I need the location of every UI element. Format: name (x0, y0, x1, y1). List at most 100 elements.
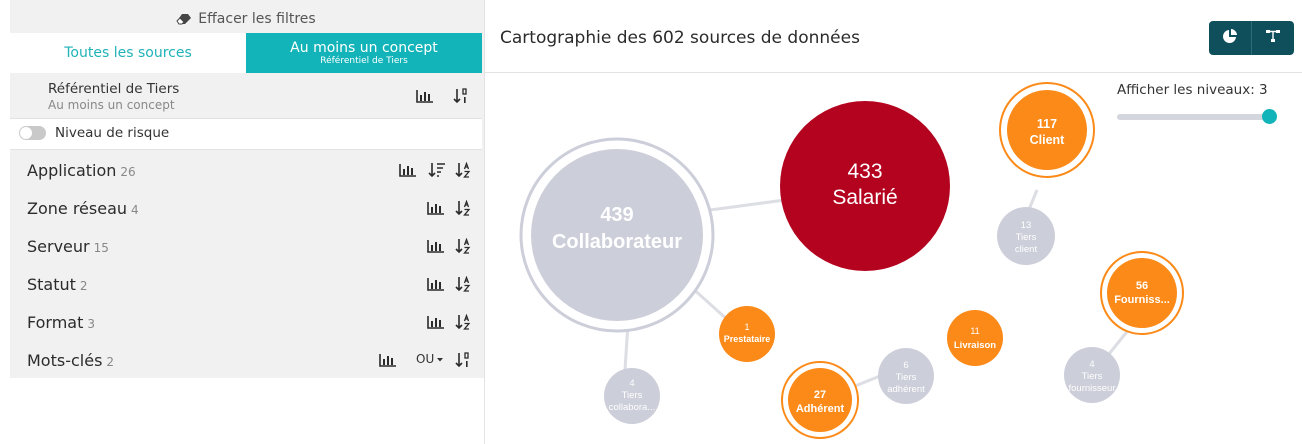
node-tiers-client[interactable]: 13 Tiers client (997, 207, 1055, 265)
facet-label: Mots-clés (27, 351, 103, 370)
risk-level-row: Niveau de risque (10, 118, 482, 150)
toggle-knob (20, 127, 32, 139)
node-livraison[interactable]: 11 Livraison (947, 310, 1003, 366)
node-collaborateur[interactable]: 439 Collaborateur (519, 137, 715, 333)
node-count: 1 (744, 322, 749, 332)
facet-label: Statut (27, 275, 76, 294)
bar-chart-icon[interactable] (399, 162, 417, 181)
sort-numeric-icon[interactable] (455, 352, 471, 372)
operator-dropdown[interactable]: OU (416, 352, 444, 366)
facet-count: 2 (79, 279, 88, 293)
link-collaborateur-prestataire (688, 284, 732, 324)
tab-at-least-one-sublabel: Référentiel de Tiers (320, 55, 408, 66)
node-tiers-collaborateur[interactable]: 4 Tiers collabora... (604, 368, 660, 424)
facet-count: 26 (120, 165, 136, 179)
node-label: Fourniss... (1114, 294, 1170, 306)
facet-list: Application 26 Zone réseau 4 Serveur 15 Sta… (10, 152, 482, 380)
facet-application[interactable]: Application 26 (10, 152, 482, 190)
levels-slider-thumb[interactable] (1262, 109, 1277, 124)
node-label: Collaborateur (552, 231, 682, 253)
node-label-line1: Tiers (1082, 371, 1103, 382)
sort-alpha-icon[interactable] (455, 313, 471, 334)
bar-chart-icon[interactable] (379, 352, 397, 371)
node-label: Client (1030, 133, 1066, 147)
sort-alpha-icon[interactable] (455, 275, 471, 296)
hierarchy-icon (1265, 28, 1281, 48)
node-count: 4 (629, 378, 634, 389)
node-count: 433 (847, 160, 882, 183)
risk-level-label: Niveau de risque (55, 125, 170, 141)
bar-chart-icon[interactable] (427, 276, 445, 295)
hierarchy-view-button[interactable] (1251, 21, 1294, 55)
tab-all-sources[interactable]: Toutes les sources (10, 33, 246, 73)
facet-label: Format (27, 313, 84, 332)
bar-chart-icon[interactable] (427, 314, 445, 333)
panel-empty-area (10, 378, 484, 444)
tab-at-least-one-concept[interactable]: Au moins un concept Référentiel de Tiers (246, 33, 482, 73)
clear-filters-label: Effacer les filtres (198, 11, 316, 27)
clear-filters-button[interactable]: Effacer les filtres (10, 6, 482, 32)
node-count: 11 (970, 326, 979, 336)
node-label: Adhérent (796, 403, 845, 415)
node-tiers-adherent[interactable]: 6 Tiers adhérent (878, 348, 934, 404)
sort-alpha-icon[interactable] (455, 161, 471, 182)
referential-title: Référentiel de Tiers (48, 81, 180, 97)
node-tiers-fournisseur[interactable]: 4 Tiers fournisseur (1064, 347, 1120, 403)
node-adherent[interactable]: 27 Adhérent (781, 361, 859, 439)
caret-down-icon (436, 352, 444, 366)
risk-level-toggle[interactable] (19, 126, 46, 140)
sort-alpha-icon[interactable] (455, 237, 471, 258)
view-switcher (1209, 21, 1294, 55)
referential-filter: Référentiel de Tiers Au moins un concept (10, 74, 482, 118)
facet-zone-reseau[interactable]: Zone réseau 4 (10, 190, 482, 228)
pie-chart-icon (1222, 28, 1238, 48)
node-count: 6 (903, 360, 908, 371)
pie-view-button[interactable] (1209, 21, 1251, 55)
levels-slider-track[interactable] (1117, 114, 1269, 120)
bar-chart-icon[interactable] (427, 238, 445, 257)
node-label: Prestataire (724, 334, 771, 344)
operator-value: OU (416, 352, 435, 366)
node-client[interactable]: 117 Client (999, 82, 1095, 178)
node-count: 13 (1021, 220, 1032, 231)
node-label-line2: client (1015, 244, 1038, 255)
node-label: Salarié (832, 186, 897, 209)
bar-chart-icon[interactable] (416, 88, 434, 107)
node-prestataire[interactable]: 1 Prestataire (719, 306, 775, 362)
facet-count: 15 (93, 241, 109, 255)
node-count: 56 (1136, 280, 1148, 292)
facet-label: Serveur (27, 237, 90, 256)
page-title: Cartographie des 602 sources de données (500, 28, 860, 48)
tab-all-sources-label: Toutes les sources (64, 45, 192, 61)
sort-numeric-icon[interactable] (453, 88, 469, 108)
map-header: Cartographie des 602 sources de données (485, 0, 1302, 73)
node-label-line1: Tiers (622, 390, 643, 401)
node-label-line2: adhérent (887, 384, 925, 395)
panel-edge (0, 0, 10, 444)
source-tabs: Toutes les sources Au moins un concept R… (10, 33, 482, 73)
node-label-line1: Tiers (1016, 232, 1037, 243)
facet-label: Application (27, 161, 117, 180)
facet-format[interactable]: Format 3 (10, 304, 482, 342)
node-label: Livraison (954, 340, 996, 351)
eraser-icon (176, 13, 192, 25)
sort-amount-icon[interactable] (428, 162, 446, 182)
facet-statut[interactable]: Statut 2 (10, 266, 482, 304)
referential-subtitle: Au moins un concept (48, 98, 175, 112)
tab-at-least-one-label: Au moins un concept (290, 39, 438, 56)
facet-label: Zone réseau (27, 199, 128, 218)
node-label-line1: Tiers (896, 372, 917, 383)
filter-panel: Effacer les filtres Toutes les sources A… (0, 0, 484, 444)
facet-serveur[interactable]: Serveur 15 (10, 228, 482, 266)
node-count: 439 (600, 204, 633, 226)
node-fournisseur[interactable]: 56 Fourniss... (1100, 251, 1184, 335)
facet-count: 3 (87, 317, 96, 331)
concept-graph: 439 Collaborateur 433 Salarié 117 Client… (519, 82, 1184, 439)
bar-chart-icon[interactable] (427, 200, 445, 219)
levels-label: Afficher les niveaux: 3 (1117, 82, 1268, 98)
node-salarie[interactable]: 433 Salarié (780, 101, 950, 271)
sort-alpha-icon[interactable] (455, 199, 471, 220)
node-count: 27 (814, 389, 826, 401)
facet-mots-cles[interactable]: Mots-clés 2 OU (10, 342, 482, 380)
node-count: 4 (1089, 359, 1094, 370)
